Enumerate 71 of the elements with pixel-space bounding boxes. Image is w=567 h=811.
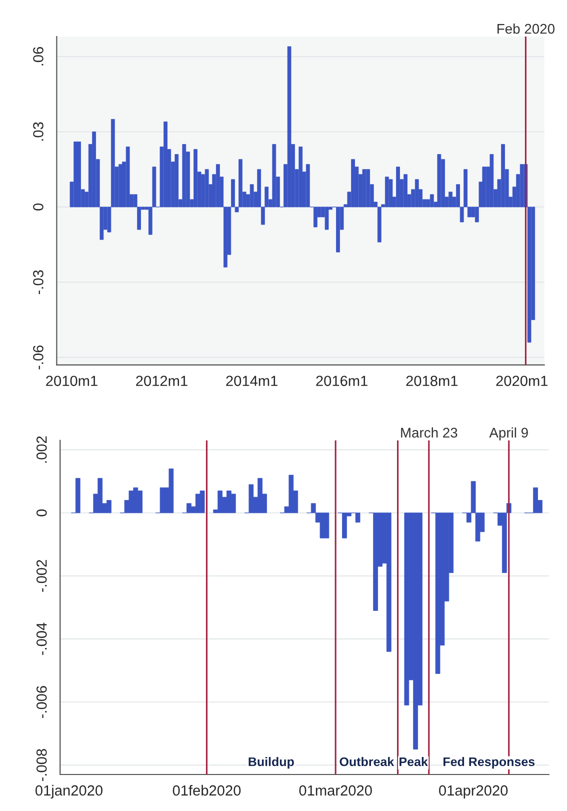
bar — [186, 503, 192, 514]
y-tick-label: -.004 — [36, 622, 47, 655]
bar — [501, 144, 505, 208]
bar — [362, 169, 366, 208]
bar — [313, 206, 318, 228]
x-tick-label: 2016m1 — [316, 376, 368, 386]
bar — [404, 512, 410, 706]
x-tick-label: 01jan2020 — [36, 784, 102, 799]
bar — [448, 192, 452, 208]
bar — [298, 146, 303, 208]
bar — [216, 164, 220, 208]
y-tick-label: -.008 — [36, 749, 47, 782]
bar — [204, 169, 209, 208]
bar — [437, 154, 442, 208]
x-tick-label: 2010m1 — [46, 376, 98, 386]
bar — [414, 179, 419, 208]
x-tick-label: 01apr2020 — [439, 785, 508, 799]
x-tick-label: 2018m1 — [406, 376, 458, 386]
ref-line-label: Feb 2020 — [498, 24, 555, 34]
bar — [520, 164, 524, 208]
bar — [126, 146, 130, 208]
bar — [355, 512, 360, 523]
y-tick-label: -.06 — [33, 346, 44, 370]
x-tick-label: 2012m1 — [136, 376, 188, 386]
bar — [272, 144, 276, 208]
y-tick-label: .03 — [33, 122, 44, 141]
bar — [164, 122, 168, 208]
bar — [77, 142, 81, 208]
bar — [386, 512, 392, 652]
annotation: Outbreak — [340, 756, 394, 766]
y-tick-label: -.006 — [36, 686, 47, 718]
bar — [324, 206, 329, 230]
annotation: Fed Responses — [444, 756, 535, 769]
bar — [366, 169, 370, 208]
bar — [430, 194, 434, 208]
x-tick-label: 01mar2020 — [299, 785, 372, 796]
bar — [320, 512, 325, 538]
bar — [160, 487, 165, 514]
annotation: Buildup — [248, 756, 294, 769]
bar — [248, 484, 254, 514]
bar — [396, 166, 400, 208]
y-tick-label: -.002 — [36, 560, 47, 592]
y-tick-label: 0 — [36, 509, 47, 516]
bar — [250, 184, 254, 208]
ref-line-label: March 23 — [401, 427, 458, 438]
bar — [287, 46, 292, 208]
bar — [306, 164, 310, 208]
bar — [200, 490, 205, 514]
bar — [482, 166, 486, 208]
bar — [75, 478, 80, 514]
annotation: Peak — [400, 756, 428, 766]
bar — [404, 174, 408, 208]
y-tick-label: .002 — [36, 436, 47, 463]
bar — [74, 142, 78, 208]
bar — [182, 144, 186, 208]
y-tick-label: -.03 — [33, 270, 44, 294]
ref-line-label: April 9 — [489, 427, 528, 440]
bar — [92, 132, 96, 208]
bar — [336, 206, 340, 252]
bar — [230, 494, 236, 514]
bar — [194, 149, 198, 208]
y-tick-label: .06 — [33, 47, 44, 66]
bar — [490, 154, 494, 208]
x-tick-label: 2020m1 — [496, 376, 548, 386]
bar — [351, 159, 355, 208]
x-tick-label: 01feb2020 — [172, 784, 241, 796]
bar — [384, 176, 389, 208]
bar — [174, 154, 179, 208]
y-tick-label: 0 — [33, 204, 44, 210]
bar — [388, 179, 393, 208]
x-tick-label: 2014m1 — [226, 376, 278, 386]
